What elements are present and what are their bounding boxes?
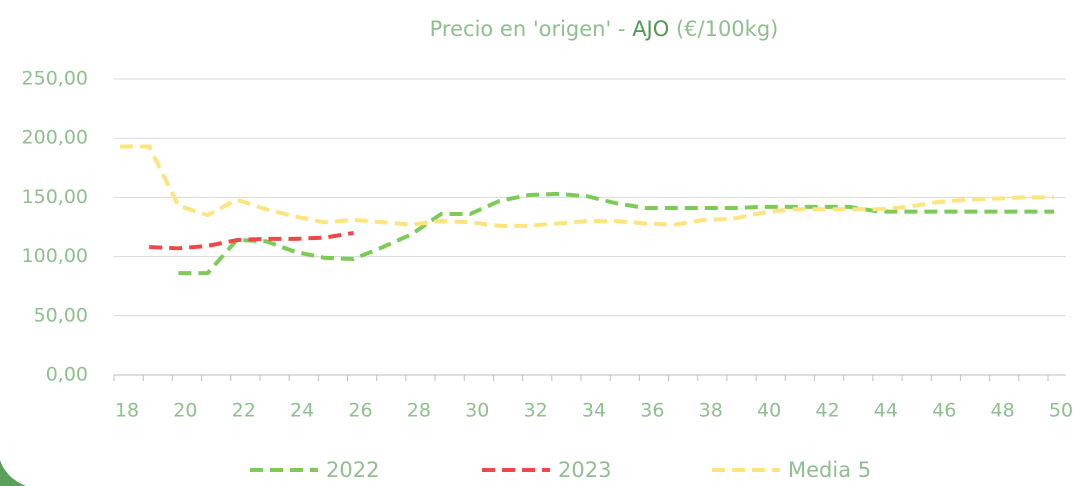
x-tick-label: 24 [290, 400, 314, 422]
x-tick-label: 26 [348, 400, 372, 422]
legend-label: 2022 [326, 458, 379, 482]
x-tick-label: 42 [815, 400, 839, 422]
y-tick-label: 200,00 [22, 127, 88, 149]
x-tick-label: 44 [874, 400, 898, 422]
legend-label: Media 5 [788, 458, 871, 482]
x-tick-label: 28 [407, 400, 431, 422]
chart-title: Precio en 'origen' - AJO (€/100kg) [430, 17, 779, 41]
title-part: (€/100kg) [669, 17, 778, 41]
title-part: AJO [632, 17, 669, 41]
y-tick-label: 100,00 [22, 245, 88, 267]
x-tick-label: 38 [699, 400, 723, 422]
y-tick-label: 150,00 [22, 186, 88, 208]
x-tick-label: 32 [524, 400, 548, 422]
series-line [178, 191, 1054, 276]
series-line [149, 230, 354, 251]
x-tick-label: 18 [115, 400, 139, 422]
x-tick-label: 30 [465, 400, 489, 422]
x-tick-label: 22 [232, 400, 256, 422]
x-tick-label: 34 [582, 400, 606, 422]
title-part: Precio en 'origen' - [430, 17, 633, 41]
x-tick-label: 40 [757, 400, 781, 422]
series-line [120, 144, 1054, 228]
x-tick-label: 36 [640, 400, 664, 422]
legend-label: 2023 [558, 458, 611, 482]
y-tick-label: 50,00 [34, 304, 88, 326]
y-tick-label: 0,00 [46, 364, 88, 386]
x-tick-label: 46 [932, 400, 956, 422]
x-tick-label: 50 [1049, 400, 1073, 422]
corner-decoration [0, 460, 26, 486]
x-tick-label: 48 [991, 400, 1015, 422]
x-tick-label: 20 [173, 400, 197, 422]
y-tick-label: 250,00 [22, 68, 88, 90]
